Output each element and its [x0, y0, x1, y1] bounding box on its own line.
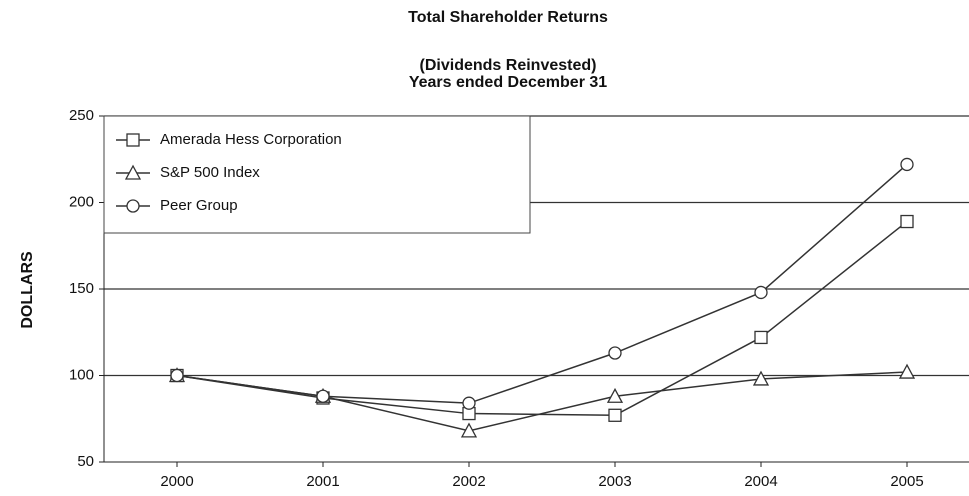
legend-marker [126, 133, 140, 147]
marker [170, 368, 184, 383]
marker [608, 346, 622, 360]
y-tick-label: 250 [69, 107, 94, 124]
x-tick-label: 2002 [452, 473, 485, 490]
chart-title: Total Shareholder Returns [408, 9, 608, 26]
y-tick-label: 150 [69, 280, 94, 297]
legend-label: Peer Group [160, 197, 238, 214]
x-tick-label: 2005 [890, 473, 923, 490]
y-tick-label: 100 [69, 366, 94, 383]
y-tick-label: 200 [69, 193, 94, 210]
series-line [176, 163, 908, 404]
series-line [176, 371, 908, 432]
legend-marker [126, 199, 140, 213]
marker [754, 285, 768, 300]
x-tick-label: 2001 [306, 473, 339, 490]
legend-box [103, 115, 531, 234]
marker [316, 389, 330, 403]
chart-subtitle: Years ended December 31 [409, 74, 607, 91]
legend-label: Amerada Hess Corporation [160, 131, 342, 148]
x-tick-label: 2000 [160, 473, 193, 490]
chart-subtitle: (Dividends Reinvested) [420, 57, 597, 74]
marker [462, 396, 476, 410]
y-tick-label: 50 [77, 453, 94, 470]
marker [460, 422, 478, 438]
legend-marker [124, 164, 142, 180]
marker [608, 408, 622, 422]
marker [754, 330, 768, 345]
marker [898, 363, 916, 379]
marker [900, 214, 914, 229]
x-tick-label: 2003 [598, 473, 631, 490]
y-axis-label: DOLLARS [19, 251, 36, 329]
marker [606, 387, 624, 403]
x-tick-label: 2004 [744, 473, 777, 490]
legend-label: S&P 500 Index [160, 164, 260, 181]
marker [900, 157, 914, 172]
series-line [176, 220, 908, 417]
marker [752, 370, 770, 386]
